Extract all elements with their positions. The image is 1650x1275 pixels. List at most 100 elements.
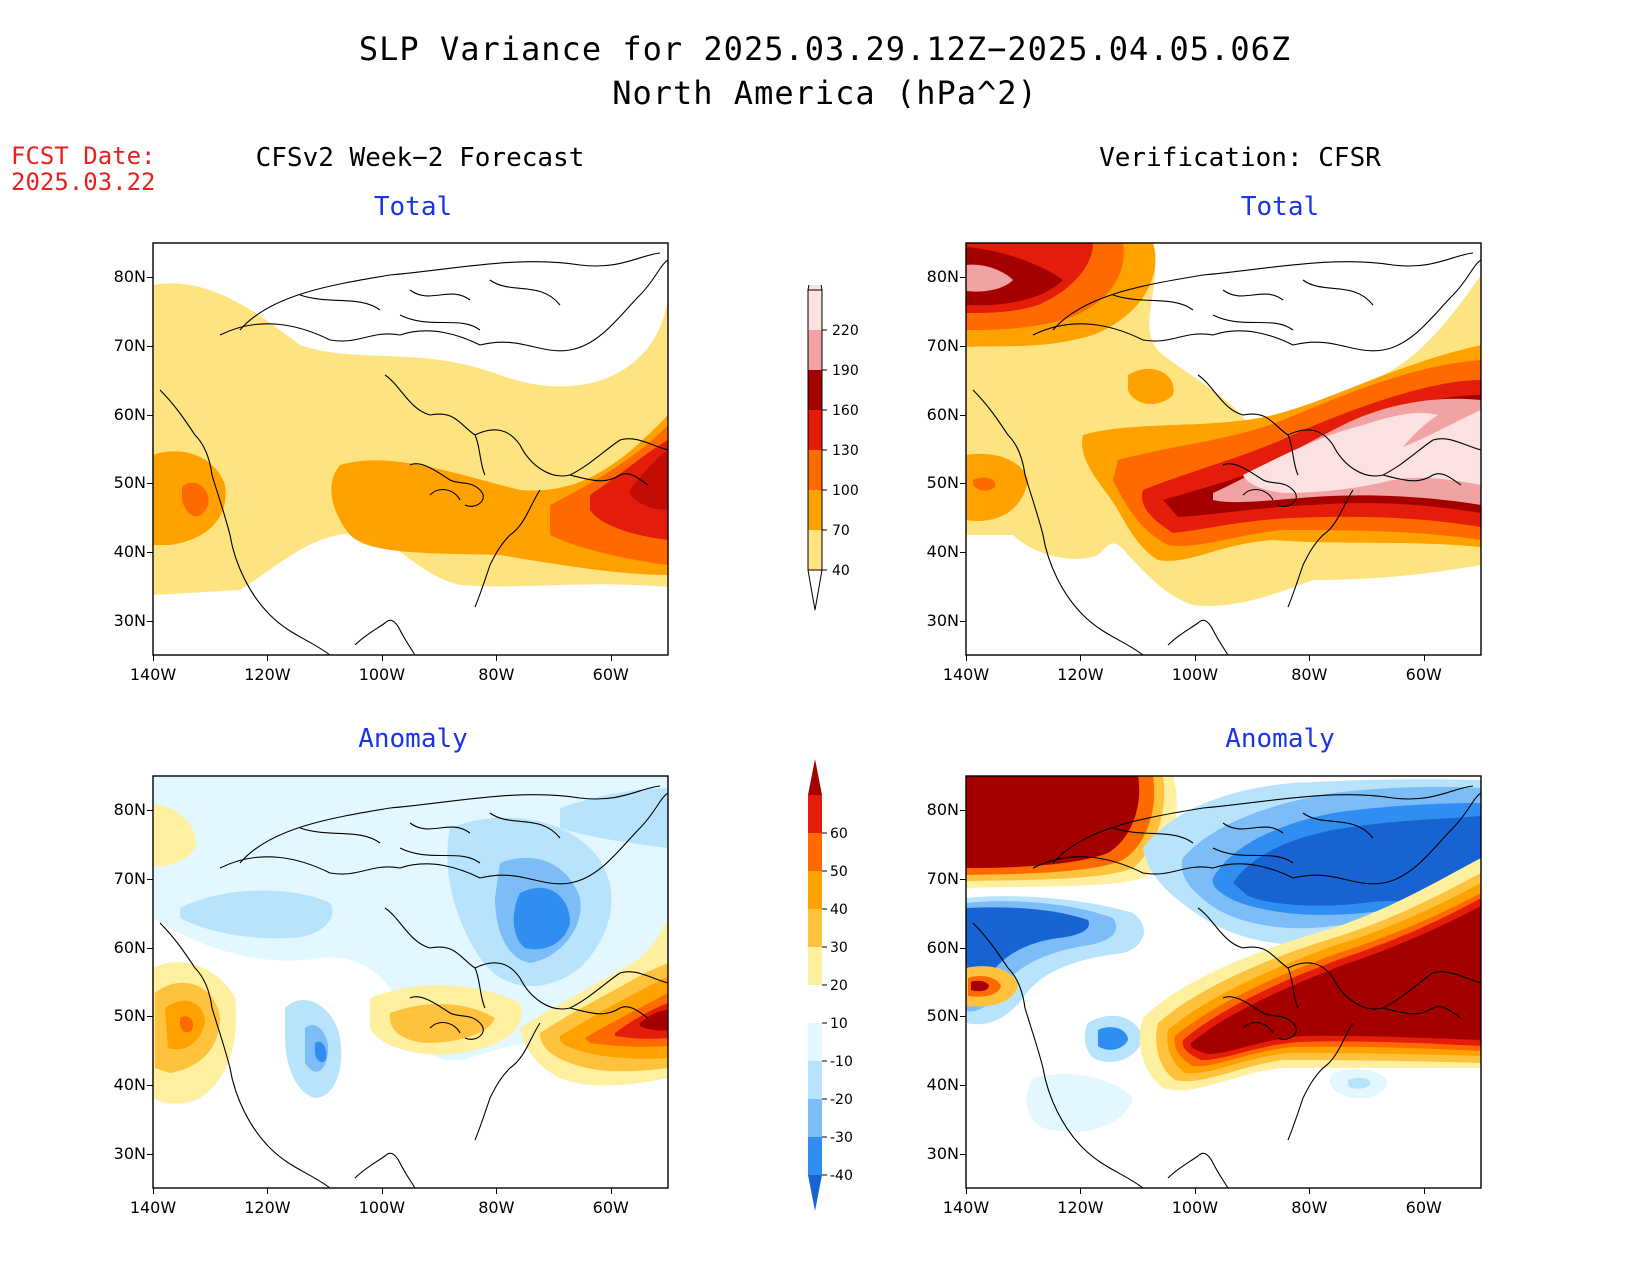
map-verification-total (965, 242, 1482, 656)
lat-tick-mark (147, 810, 153, 812)
lat-tick-label: 50N (926, 473, 959, 493)
lat-tick-label: 40N (113, 542, 146, 561)
lat-tick-label: 60N (113, 937, 146, 957)
lon-tick-label: 80W (1291, 665, 1328, 684)
lat-tick-label: 50N (926, 1006, 959, 1026)
lon-tick-label: 100W (358, 1198, 406, 1217)
lon-tick-label: 140W (942, 665, 990, 684)
lat-tick-mark (147, 947, 153, 949)
lat-tick-mark (960, 1085, 966, 1086)
colorbar-swatch (808, 410, 822, 450)
lon-tick-label: 80W (478, 1198, 515, 1217)
colorbar-label: -10 (830, 1054, 853, 1070)
colorbar-total: 40 70 100 130 160 190 220 (807, 285, 859, 611)
colorbar-label: 220 (832, 323, 859, 339)
lon-tick-label: 60W (1405, 1198, 1442, 1217)
lat-tick-mark (960, 620, 966, 622)
colorbar-swatch (808, 985, 822, 1023)
colorbar-label: -30 (830, 1130, 853, 1146)
lat-tick-label: 40N (926, 542, 959, 561)
lon-tick-mark (1080, 655, 1082, 661)
lon-tick-mark (496, 655, 498, 661)
lat-tick-mark (147, 552, 153, 553)
colorbar-label: 100 (832, 483, 859, 499)
colorbar-label: 60 (830, 826, 848, 842)
colorbar-label: 20 (830, 978, 848, 994)
lat-tick-label: 40N (926, 1075, 959, 1094)
colorbar-anomaly: -40 -30 -20 -10 10 20 30 40 50 60 (808, 759, 853, 1211)
coastlines (972, 785, 1481, 1188)
colorbar-label: 30 (830, 940, 848, 956)
lat-tick-label: 80N (113, 800, 146, 820)
colorbar-swatch (808, 450, 822, 490)
lat-tick-mark (960, 483, 966, 485)
lat-tick-mark (147, 414, 153, 416)
lat-tick-mark (147, 1085, 153, 1086)
lat-tick-label: 30N (113, 1143, 146, 1163)
colorbar-label: 40 (832, 563, 850, 579)
lat-tick-mark (960, 346, 966, 347)
colorbar-swatch (808, 909, 822, 947)
lon-tick-mark (1194, 1188, 1196, 1194)
colorbar-label: 130 (832, 443, 859, 459)
lon-tick-mark (267, 1188, 269, 1194)
panel-title-verif-anomaly: Anomaly (1225, 724, 1335, 754)
colorbar-swatch (808, 1023, 822, 1061)
lat-tick-label: 80N (926, 800, 959, 820)
coastlines (159, 785, 668, 1188)
coastlines (972, 252, 1481, 655)
colorbar-upper-arrow (808, 759, 822, 795)
lat-tick-label: 70N (113, 869, 146, 888)
lon-tick-mark (1194, 655, 1196, 661)
colorbar-swatch (808, 833, 822, 871)
lon-tick-label: 120W (244, 1198, 291, 1217)
column-title-verification: Verification: CFSR (1099, 143, 1381, 173)
lon-tick-mark (1423, 1188, 1425, 1194)
lon-tick-label: 100W (1171, 1198, 1219, 1217)
lat-tick-label: 60N (926, 937, 959, 957)
colorbar-swatch (808, 530, 822, 570)
lat-tick-mark (960, 810, 966, 812)
lat-tick-mark (147, 483, 153, 485)
lon-tick-label: 60W (1405, 665, 1442, 684)
figure-title-line1: SLP Variance for 2025.03.29.12Z−2025.04.… (358, 30, 1292, 68)
lat-tick-mark (147, 346, 153, 347)
lat-tick-mark (147, 1153, 153, 1155)
lon-tick-label: 120W (244, 665, 291, 684)
lat-tick-mark (960, 879, 966, 880)
lon-tick-mark (381, 1188, 383, 1194)
coastlines (159, 252, 668, 655)
lat-tick-mark (147, 277, 153, 279)
colorbar-swatch (808, 490, 822, 530)
colorbar-label: 40 (830, 902, 848, 918)
colorbar-swatch (808, 1099, 822, 1137)
colorbar-swatch (808, 290, 822, 330)
lon-tick-label: 140W (942, 1198, 990, 1217)
lon-tick-label: 60W (592, 1198, 629, 1217)
figure-title-line2: North America (hPa^2) (612, 74, 1038, 112)
colorbar-label: 160 (832, 403, 859, 419)
lon-tick-mark (610, 1188, 612, 1194)
lat-tick-mark (960, 1153, 966, 1155)
lat-tick-mark (147, 620, 153, 622)
fcst-date-value: 2025.03.22 (11, 168, 156, 196)
lat-tick-mark (147, 879, 153, 880)
lon-tick-label: 120W (1057, 1198, 1104, 1217)
lat-tick-label: 70N (113, 336, 146, 355)
lon-tick-label: 60W (592, 665, 629, 684)
map-verification-anomaly (965, 775, 1482, 1189)
lon-tick-mark (496, 1188, 498, 1194)
colorbar-upper-arrow (807, 285, 823, 291)
lon-tick-mark (610, 655, 612, 661)
lon-tick-label: 80W (1291, 1198, 1328, 1217)
lat-tick-label: 60N (926, 404, 959, 424)
column-title-forecast: CFSv2 Week−2 Forecast (255, 143, 585, 173)
colorbar-swatch (808, 1061, 822, 1099)
lat-tick-label: 40N (113, 1075, 146, 1094)
map-forecast-total (152, 242, 669, 656)
panel-title-forecast-total: Total (373, 192, 453, 222)
colorbar-label: 70 (832, 523, 850, 539)
lon-tick-label: 80W (478, 665, 515, 684)
colorbar-swatch (808, 795, 822, 833)
panel-title-forecast-anomaly: Anomaly (358, 724, 468, 754)
